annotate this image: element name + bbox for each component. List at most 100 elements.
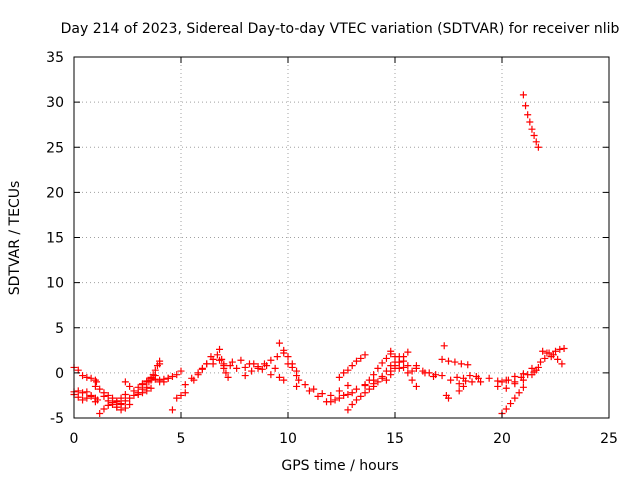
data-point	[228, 358, 236, 366]
data-point	[425, 369, 433, 377]
data-point	[241, 372, 249, 380]
data-point	[258, 365, 266, 373]
data-point	[301, 381, 309, 389]
data-point	[419, 367, 427, 375]
data-point	[387, 371, 395, 379]
data-point	[241, 363, 249, 371]
data-point	[134, 383, 142, 391]
data-point	[327, 391, 335, 399]
data-point	[327, 398, 335, 406]
series-arc-v	[293, 381, 352, 399]
series-arc-a	[70, 363, 100, 386]
data-point	[352, 396, 360, 404]
series-arc-ao	[498, 363, 542, 386]
data-point	[83, 394, 91, 402]
data-point	[340, 391, 348, 399]
data-point	[511, 394, 519, 402]
data-point	[502, 405, 510, 413]
series-arc-i	[134, 360, 164, 391]
data-point	[387, 347, 395, 355]
series-arc-k	[143, 357, 164, 391]
series-arc-aq	[519, 91, 542, 151]
data-point	[348, 389, 356, 397]
data-point	[530, 132, 538, 140]
data-point	[412, 382, 420, 390]
data-point	[344, 366, 352, 374]
data-point	[519, 383, 527, 391]
grid	[74, 57, 609, 418]
data-point	[404, 348, 412, 356]
data-point	[408, 367, 416, 375]
data-point	[310, 385, 318, 393]
series-arc-ap	[498, 383, 527, 417]
data-point	[528, 364, 536, 372]
data-point	[100, 392, 108, 400]
series-arc-m	[168, 389, 189, 414]
data-point	[447, 376, 455, 384]
data-point	[528, 125, 536, 133]
data-point	[440, 342, 448, 350]
data-point	[220, 362, 228, 370]
data-point	[532, 138, 540, 146]
data-point	[517, 373, 525, 381]
axis-ticks: 0 5 10 15 20 25 -5 0 5 10 15 20 25 30 35	[46, 50, 618, 447]
data-point	[534, 143, 542, 151]
data-point	[92, 378, 100, 386]
data-point	[126, 394, 134, 402]
data-point	[245, 360, 253, 368]
data-point	[515, 389, 523, 397]
data-point	[374, 378, 382, 386]
data-point	[117, 394, 125, 402]
y-tick-label: 20	[46, 185, 64, 201]
y-tick-label: -5	[50, 411, 64, 427]
data-point	[121, 397, 129, 405]
data-point	[226, 362, 234, 370]
series-arc-an	[494, 366, 540, 392]
data-point	[455, 387, 463, 395]
data-point	[96, 409, 104, 417]
data-point	[121, 404, 129, 412]
data-point	[438, 372, 446, 380]
data-point	[173, 371, 181, 379]
data-point	[134, 391, 142, 399]
data-point	[344, 382, 352, 390]
series-arc-o	[190, 353, 215, 384]
data-point	[79, 396, 87, 404]
data-point	[83, 388, 91, 396]
data-point	[455, 380, 463, 388]
data-point	[194, 371, 202, 379]
data-point	[96, 385, 104, 393]
data-point	[502, 384, 510, 392]
series-arc-f	[100, 392, 134, 414]
data-point	[412, 362, 420, 370]
data-point	[224, 373, 232, 381]
data-point	[400, 363, 408, 371]
data-point	[344, 391, 352, 399]
data-point	[203, 360, 211, 368]
data-point	[248, 367, 256, 375]
data-point	[498, 378, 506, 386]
data-point	[404, 362, 412, 370]
data-point	[391, 362, 399, 370]
series-arc-ak	[455, 374, 485, 388]
data-point	[104, 397, 112, 405]
data-point	[83, 373, 91, 381]
data-point	[365, 376, 373, 384]
data-point	[143, 383, 151, 391]
data-point	[213, 351, 221, 359]
data-point	[91, 376, 99, 384]
data-point	[474, 374, 482, 382]
data-point	[468, 378, 476, 386]
y-tick-label: 15	[46, 231, 64, 247]
y-axis-label: SDTVAR / TECUs	[7, 181, 23, 296]
data-point	[541, 354, 549, 362]
data-point	[391, 353, 399, 361]
data-point	[344, 406, 352, 414]
data-point	[552, 347, 559, 355]
data-point	[126, 400, 134, 408]
data-point	[378, 372, 386, 380]
data-point	[267, 371, 275, 379]
data-point	[113, 397, 121, 405]
data-point	[177, 367, 185, 375]
